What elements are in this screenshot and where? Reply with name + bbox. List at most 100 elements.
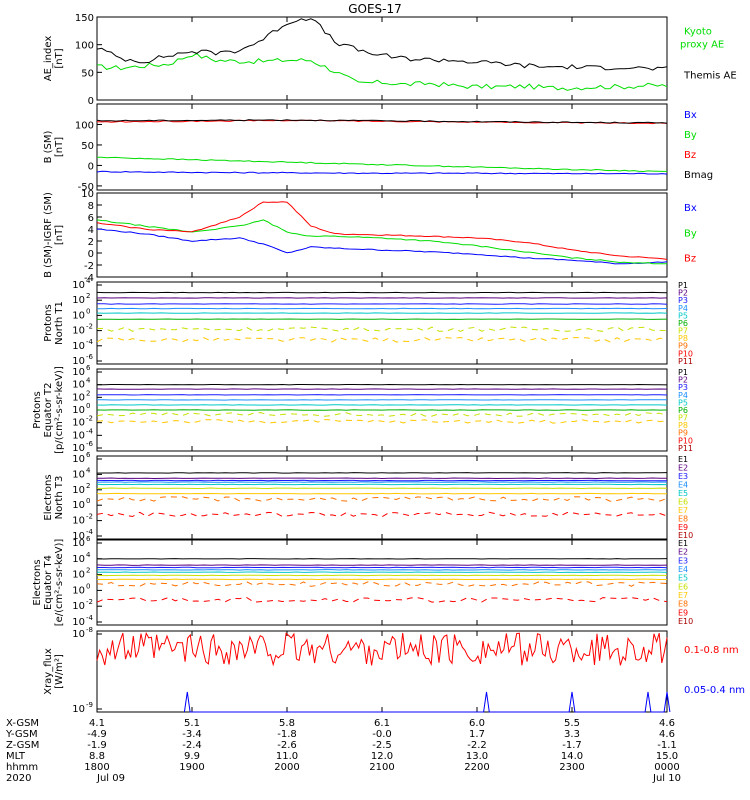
- channel-line: [97, 487, 668, 490]
- y-tick-label: 10: [72, 326, 85, 337]
- legend-label: E3: [678, 472, 688, 481]
- footer-value: 5.5: [564, 718, 580, 729]
- legend-label: By: [684, 228, 697, 239]
- footer-value: -2.6: [277, 740, 297, 751]
- y-tick-label: 10: [72, 392, 85, 403]
- y-tick-label: 10: [72, 617, 85, 628]
- legend-label: Bx: [684, 110, 697, 121]
- y-axis-label: Electrons: [43, 474, 54, 520]
- footer-value: -2.4: [182, 740, 202, 751]
- y-tick-exponent: -4: [86, 614, 94, 622]
- y-tick-label: 10: [72, 356, 85, 367]
- legend-label: P4: [678, 391, 688, 400]
- legend-label: E2: [678, 548, 688, 557]
- y-tick-label: 0: [88, 96, 94, 107]
- y-axis-label: [W/m²]: [54, 654, 65, 689]
- panel-frame: [96, 281, 668, 365]
- y-tick-label: 10: [72, 341, 85, 352]
- footer-value: -1.1: [657, 740, 677, 751]
- channel-line: [96, 511, 668, 518]
- legend-label: Bz: [684, 150, 696, 161]
- y-tick-exponent: -8: [86, 626, 93, 634]
- footer-value: 1900: [179, 762, 204, 773]
- legend-label: E8: [678, 514, 688, 523]
- y-tick-exponent: 6: [86, 364, 91, 372]
- y-tick-label: 10: [72, 554, 85, 565]
- footer-value: 14.0: [561, 751, 583, 762]
- footer-row-label: Z-GSM: [6, 740, 39, 751]
- footer-value: 15.0: [656, 751, 678, 762]
- legend-label: Bx: [684, 203, 697, 214]
- footer-value: 1.7: [469, 729, 485, 740]
- channel-line: [96, 326, 668, 332]
- y-axis-label: Equator T2: [43, 383, 54, 438]
- legend-label: P8: [678, 421, 688, 430]
- channel-line: [97, 578, 667, 581]
- y-tick-exponent: 2: [86, 292, 90, 300]
- y-tick-exponent: 4: [86, 277, 91, 285]
- y-tick-label: -50: [78, 182, 94, 193]
- legend-label: Bz: [684, 254, 696, 265]
- footer-value: 9.9: [184, 751, 200, 762]
- footer-row-label: MLT: [6, 751, 26, 762]
- legend-label: P5: [678, 311, 688, 320]
- footer-value: -3.4: [182, 729, 202, 740]
- legend-label: proxy AE: [680, 40, 724, 51]
- footer-value: 5.1: [184, 718, 200, 729]
- footer-value: 2000: [274, 762, 299, 773]
- legend-label: E7: [678, 506, 688, 515]
- legend-label: P1: [678, 368, 688, 377]
- chart-title: GOES-17: [348, 2, 402, 16]
- legend-label: E2: [678, 463, 688, 472]
- y-axis-label: [nT]: [54, 225, 65, 245]
- legend-label: P3: [678, 383, 688, 392]
- y-tick-exponent: -4: [86, 528, 94, 536]
- channel-line: [96, 492, 668, 495]
- y-tick-label: 50: [81, 141, 94, 152]
- legend-label: P10: [678, 349, 693, 358]
- y-tick-label: 10: [72, 704, 85, 715]
- y-axis-label: Xray_flux: [43, 648, 54, 695]
- y-tick-label: -2: [84, 261, 94, 272]
- footer-row-label: Y-GSM: [5, 729, 38, 740]
- channel-line: [96, 418, 668, 424]
- y-tick-exponent: -2: [86, 513, 93, 521]
- y-tick-label: 10: [72, 430, 85, 441]
- y-tick-exponent: 4: [86, 551, 91, 559]
- legend-label: P5: [678, 398, 688, 407]
- panel-frame: [96, 103, 668, 191]
- y-tick-label: 10: [72, 538, 85, 549]
- y-tick-label: 8: [88, 201, 94, 212]
- y-tick-label: 50: [81, 68, 94, 79]
- legend-label: E8: [678, 600, 688, 609]
- y-tick-exponent: 4: [86, 377, 91, 385]
- channel-line: [96, 496, 668, 502]
- y-axis-label: B (SM)-IGRF (SM): [43, 192, 54, 278]
- legend-label: E5: [678, 489, 688, 498]
- y-tick-exponent: -4: [86, 338, 94, 346]
- series-line: [96, 228, 668, 265]
- series-line: [96, 170, 668, 175]
- legend-label: E4: [678, 480, 688, 489]
- footer-value: 8.8: [89, 751, 105, 762]
- legend-label: P11: [678, 357, 693, 366]
- y-tick-exponent: -9: [86, 701, 93, 709]
- legend-label: E10: [678, 531, 693, 540]
- y-axis-label: Equator T4: [43, 555, 54, 610]
- footer-value: -1.8: [277, 729, 297, 740]
- legend-label: E7: [678, 591, 688, 600]
- y-tick-exponent: 0: [86, 402, 90, 410]
- y-tick-exponent: 2: [86, 389, 90, 397]
- legend-label: Kyoto: [684, 27, 712, 38]
- footer-row-label: 2020: [6, 773, 31, 784]
- series-line: [183, 691, 671, 713]
- legend-label: E1: [678, 455, 688, 464]
- channel-line: [96, 307, 668, 310]
- y-tick-label: 10: [72, 443, 85, 454]
- footer-value: 6.0: [469, 718, 485, 729]
- legend-label: E3: [678, 556, 688, 565]
- y-tick-label: 10: [72, 531, 85, 542]
- y-tick-label: 10: [72, 418, 85, 429]
- y-axis-label: AE_index: [43, 36, 54, 82]
- channel-line: [96, 571, 668, 574]
